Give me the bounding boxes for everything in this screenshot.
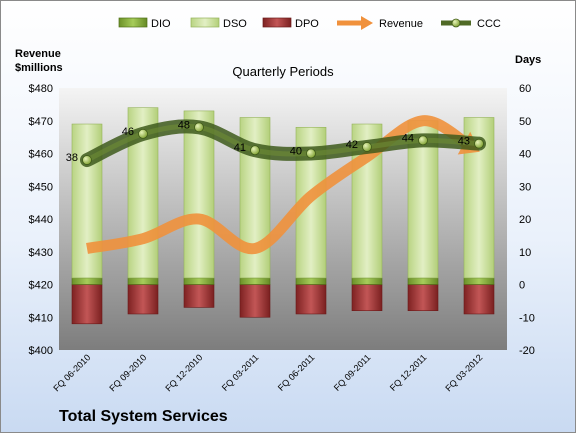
ccc-data-label: 42: [346, 139, 358, 151]
legend-label-dpo: DPO: [295, 18, 319, 30]
ccc-data-label: 41: [234, 142, 246, 154]
dso-bar: [183, 110, 215, 279]
dio-bar: [127, 277, 159, 285]
left-axis-title-line1: Revenue: [15, 48, 61, 60]
dio-bar: [295, 277, 327, 285]
dpo-bar: [295, 284, 327, 315]
dio-bar: [351, 277, 383, 285]
left-tick-label: $400: [29, 345, 53, 357]
ccc-marker: [138, 128, 148, 139]
revenue-line: [86, 115, 475, 255]
legend-swatch-ccc-marker: [451, 18, 461, 28]
dpo-bar: [351, 284, 383, 312]
dio-bar: [183, 277, 215, 285]
dpo-bar: [463, 284, 495, 315]
chart-title: Quarterly Periods: [232, 64, 334, 79]
left-tick-label: $450: [29, 181, 53, 193]
ccc-marker: [250, 145, 260, 156]
ccc-data-label: 40: [290, 146, 302, 158]
legend-label-ccc: CCC: [477, 18, 501, 30]
dio-bar: [239, 277, 271, 285]
company-name: Total System Services: [59, 408, 228, 425]
ccc-data-label: 43: [458, 136, 470, 148]
dpo-bar: [71, 284, 103, 325]
left-tick-label: $430: [29, 247, 53, 259]
right-tick-label: 40: [519, 149, 531, 161]
right-tick-label: 0: [519, 280, 525, 292]
category-label: FQ 12-2010: [163, 352, 204, 393]
ccc-marker: [474, 138, 484, 149]
left-axis: $400 $410 $420 $430 $440 $450 $460 $470 $480: [29, 83, 53, 357]
ccc-data-label: 38: [66, 152, 78, 164]
legend-label-dso: DSO: [223, 18, 247, 30]
ccc-data-label: 48: [178, 119, 190, 131]
right-tick-label: 10: [519, 247, 531, 259]
left-tick-label: $420: [29, 280, 53, 292]
right-axis-title: Days: [515, 54, 541, 66]
dpo-bar: [239, 284, 271, 318]
dpo-bar: [407, 284, 439, 312]
dio-bar: [463, 277, 495, 285]
category-label: FQ 03-2011: [220, 352, 261, 393]
left-tick-label: $440: [29, 214, 53, 226]
ccc-marker: [362, 142, 372, 152]
left-tick-label: $470: [29, 116, 53, 128]
right-tick-label: 50: [519, 116, 531, 128]
category-label: FQ 12-2011: [388, 352, 429, 393]
category-label: FQ 09-2011: [332, 352, 373, 393]
right-tick-label: -20: [519, 345, 535, 357]
ccc-marker: [418, 135, 428, 146]
legend-swatch-dpo: [262, 17, 292, 28]
legend-label-dio: DIO: [151, 18, 171, 30]
left-tick-label: $480: [29, 83, 53, 95]
left-tick-label: $410: [29, 312, 53, 324]
category-label: FQ 06-2011: [276, 352, 317, 393]
right-tick-label: 30: [519, 181, 531, 193]
legend-swatch-dio: [118, 17, 148, 28]
legend-swatch-dso: [190, 17, 220, 28]
ccc-data-label: 46: [122, 126, 134, 138]
right-tick-label: 20: [519, 214, 531, 226]
legend-label-revenue: Revenue: [379, 18, 423, 30]
legend-swatch-revenue-arrowhead: [361, 16, 373, 30]
legend: DIO DSO DPO Revenue CCC: [118, 16, 501, 30]
dpo-bar: [183, 284, 215, 308]
ccc-marker: [306, 148, 316, 159]
category-label: FQ 09-2010: [107, 352, 148, 393]
dio-bar: [407, 277, 439, 285]
category-label: FQ 03-2012: [443, 352, 484, 393]
dpo-bar: [127, 284, 159, 315]
dio-bar: [71, 277, 103, 285]
category-axis: FQ 06-2010 FQ 09-2010 FQ 12-2010 FQ 03-2011…: [51, 352, 484, 393]
right-tick-label: -10: [519, 312, 535, 324]
ccc-data-label: 44: [402, 132, 414, 144]
left-tick-label: $460: [29, 149, 53, 161]
ccc-marker: [194, 122, 204, 133]
ccc-marker: [82, 155, 92, 165]
left-axis-title-line2: $millions: [15, 62, 63, 74]
ccc-series: 38 46 48 41 40 42 44 43: [66, 119, 486, 168]
right-tick-label: 60: [519, 83, 531, 95]
category-label: FQ 06-2010: [51, 352, 92, 393]
right-axis: -20 -10 0 10 20 30 40 50 60: [519, 83, 535, 357]
